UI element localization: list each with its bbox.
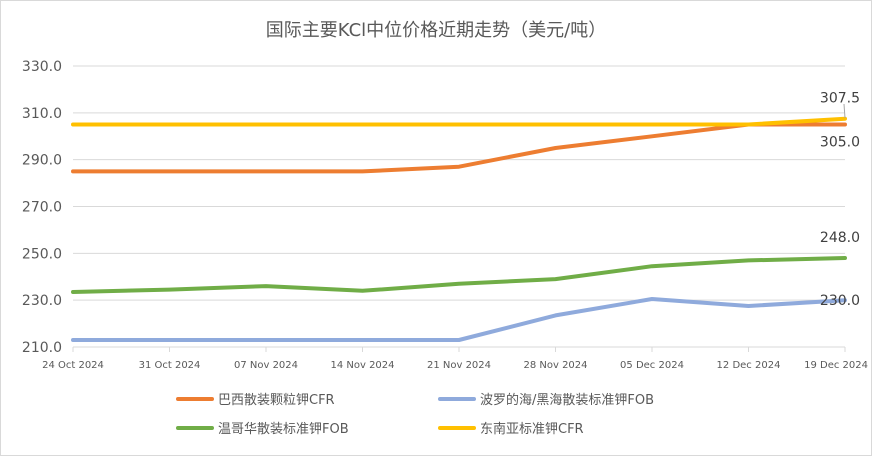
series-line: [71, 256, 847, 294]
y-tick-label: 310.0: [22, 106, 62, 122]
legend-label: 温哥华散装标准钾FOB: [218, 422, 349, 437]
data-labels: 305.0 230.0 248.0 307.5: [820, 91, 860, 309]
y-tick-label: 270.0: [22, 200, 62, 216]
x-axis: 24 Oct 2024 31 Oct 2024 07 Nov 2024 14 Nov …: [42, 347, 868, 371]
x-tick-label: 24 Oct 2024: [42, 360, 104, 371]
y-tick-label: 210.0: [22, 340, 62, 356]
legend: 巴西散装颗粒钾CFR 波罗的海/黑海散装标准钾FOB 温哥华散装标准钾FOB 东南亚标…: [176, 392, 654, 437]
y-tick-label: 290.0: [22, 153, 62, 169]
series-lines: [71, 116, 847, 342]
series-line: [71, 116, 847, 127]
x-tick-label: 31 Oct 2024: [139, 360, 201, 371]
legend-item: 波罗的海/黑海散装标准钾FOB: [438, 392, 654, 408]
x-tick-label: 14 Nov 2024: [330, 360, 394, 371]
chart-title: 国际主要KCl中位价格近期走势（美元/吨）: [265, 20, 607, 41]
legend-label: 波罗的海/黑海散装标准钾FOB: [480, 392, 654, 408]
series-line: [71, 122, 847, 174]
legend-item: 东南亚标准钾CFR: [438, 421, 584, 437]
y-axis: 210.0 230.0 250.0 270.0 290.0 310.0 330.0: [22, 59, 62, 356]
x-tick-label: 19 Dec 2024: [804, 360, 868, 371]
y-tick-label: 250.0: [22, 246, 62, 262]
data-label: 307.5: [820, 91, 860, 107]
x-tick-label: 12 Dec 2024: [717, 360, 781, 371]
y-tick-label: 230.0: [22, 293, 62, 309]
series-line: [71, 297, 847, 342]
legend-label: 东南亚标准钾CFR: [480, 421, 584, 437]
x-tick-label: 28 Nov 2024: [523, 360, 587, 371]
label-leader-line: [843, 103, 846, 119]
x-tick-label: 05 Dec 2024: [620, 360, 684, 371]
legend-item: 温哥华散装标准钾FOB: [176, 422, 349, 437]
legend-label: 巴西散装颗粒钾CFR: [218, 393, 335, 408]
y-tick-label: 330.0: [22, 59, 62, 75]
data-label: 305.0: [820, 135, 860, 151]
x-tick-label: 21 Nov 2024: [427, 360, 491, 371]
data-label: 230.0: [820, 293, 860, 309]
legend-item: 巴西散装颗粒钾CFR: [176, 393, 335, 408]
x-tick-label: 07 Nov 2024: [234, 360, 298, 371]
gridlines: [73, 65, 845, 348]
data-label: 248.0: [820, 230, 860, 246]
